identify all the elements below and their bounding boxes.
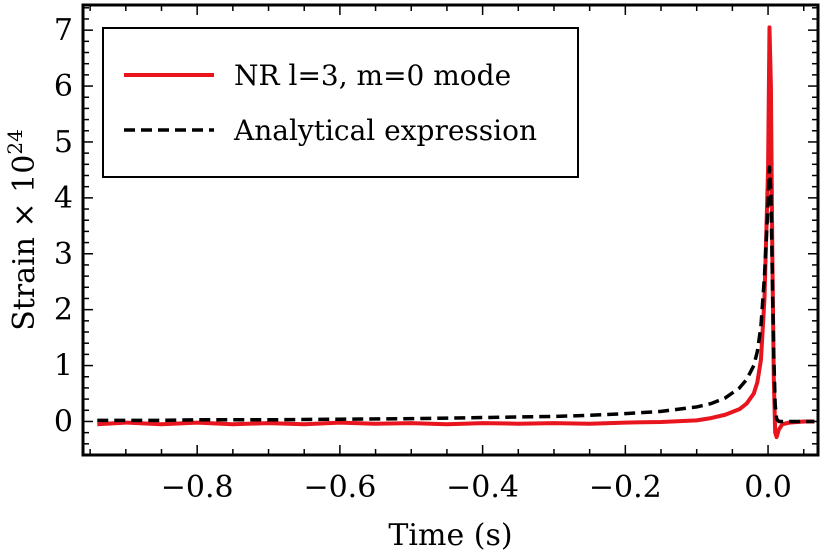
plot-frame [81, 3, 820, 457]
y-tick-label: 3 [54, 237, 73, 272]
series-line-nr [97, 25, 815, 440]
y-axis-title-exponent: 24 [3, 129, 27, 154]
legend: NR l=3, m=0 mode Analytical expression [102, 27, 579, 178]
label-layer: −0.8 −0.6 −0.4 −0.2 0.0 0 1 2 3 4 5 6 7 [54, 13, 792, 505]
legend-label-nr: NR l=3, m=0 mode [234, 59, 511, 92]
x-tick-label: −0.8 [161, 470, 234, 505]
y-tick-label: 0 [54, 404, 73, 439]
x-tick-label: −0.4 [446, 470, 519, 505]
y-tick-label: 1 [54, 349, 73, 384]
series-line-analytical [97, 165, 815, 424]
y-tick-label: 7 [54, 13, 73, 48]
series-layer [97, 25, 815, 440]
y-tick-label: 2 [54, 293, 73, 328]
y-tick-label: 4 [54, 181, 73, 216]
x-tick-label: −0.6 [303, 470, 376, 505]
y-tick-label: 6 [54, 69, 73, 104]
y-tick-label: 5 [54, 125, 73, 160]
x-tick-label: −0.2 [589, 470, 662, 505]
y-axis-title-main: Strain × 10 [7, 155, 42, 331]
legend-label-analytical: Analytical expression [233, 114, 537, 147]
legend-box [102, 27, 579, 178]
x-axis-title: Time (s) [388, 518, 512, 553]
y-axis-title: Strain × 1024 [3, 129, 42, 331]
x-tick-label: 0.0 [744, 470, 792, 505]
